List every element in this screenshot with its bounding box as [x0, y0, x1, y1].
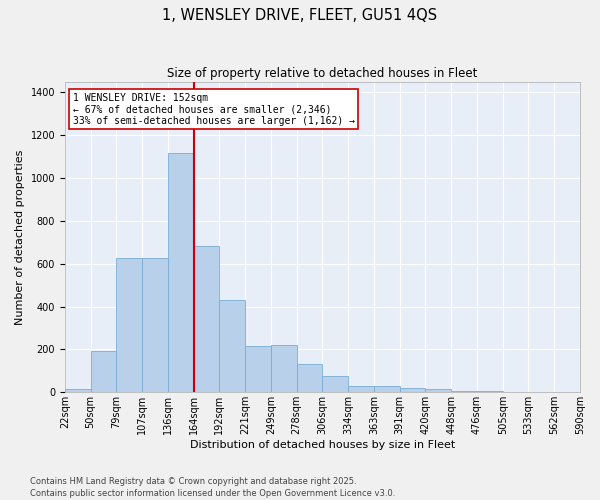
Text: 1 WENSLEY DRIVE: 152sqm
← 67% of detached houses are smaller (2,346)
33% of semi: 1 WENSLEY DRIVE: 152sqm ← 67% of detache… [73, 92, 355, 126]
Bar [142, 258, 168, 392]
Bar [400, 388, 425, 392]
Text: Contains HM Land Registry data © Crown copyright and database right 2025.
Contai: Contains HM Land Registry data © Crown c… [30, 476, 395, 498]
X-axis label: Distribution of detached houses by size in Fleet: Distribution of detached houses by size … [190, 440, 455, 450]
Bar [271, 345, 296, 393]
Bar [296, 364, 322, 392]
Bar [451, 391, 477, 392]
Bar [477, 391, 503, 392]
Bar [91, 350, 116, 393]
Y-axis label: Number of detached properties: Number of detached properties [15, 150, 25, 324]
Bar [65, 389, 91, 392]
Bar [220, 300, 245, 392]
Bar [194, 246, 220, 392]
Text: 1, WENSLEY DRIVE, FLEET, GU51 4QS: 1, WENSLEY DRIVE, FLEET, GU51 4QS [163, 8, 437, 22]
Bar [374, 386, 400, 392]
Bar [322, 376, 348, 392]
Bar [116, 258, 142, 392]
Bar [168, 154, 194, 392]
Bar [245, 346, 271, 393]
Bar [425, 390, 451, 392]
Title: Size of property relative to detached houses in Fleet: Size of property relative to detached ho… [167, 68, 478, 80]
Bar [348, 386, 374, 392]
